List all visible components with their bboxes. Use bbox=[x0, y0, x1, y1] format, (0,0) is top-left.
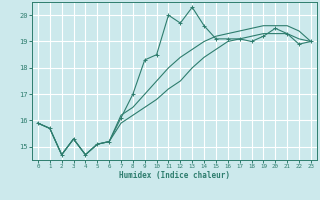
X-axis label: Humidex (Indice chaleur): Humidex (Indice chaleur) bbox=[119, 171, 230, 180]
